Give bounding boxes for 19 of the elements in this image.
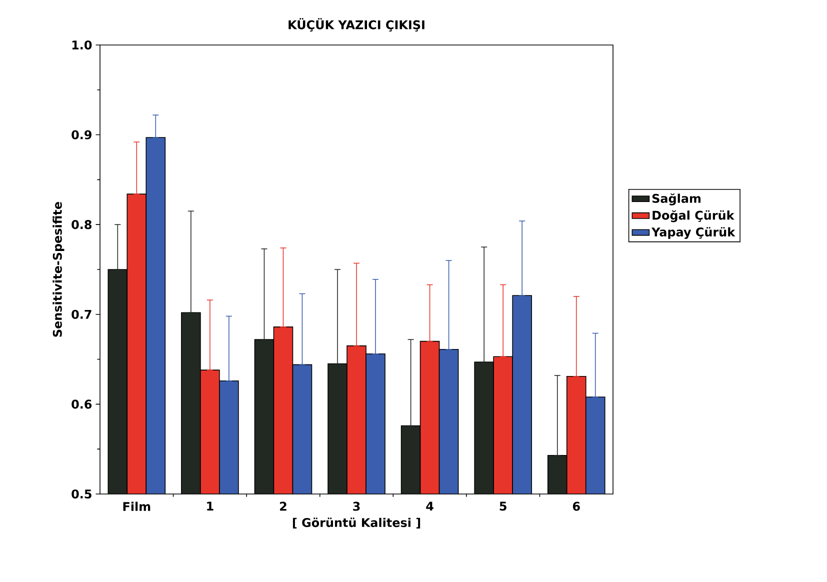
legend-label: Sağlam (652, 193, 700, 206)
y-axis-title: Sensitivite-Spesifite (52, 202, 64, 337)
y-tick-label: 0.9 (72, 130, 92, 140)
x-tick-label: Film (123, 502, 150, 511)
y-tick-label: 0.5 (72, 489, 92, 499)
x-tick-label: 2 (280, 502, 286, 511)
legend-label: Doğal Çürük (652, 210, 734, 222)
x-tick-label: 4 (426, 502, 434, 510)
x-tick-label: 3 (353, 502, 360, 511)
x-axis-title: [ Görüntü Kalitesi ] (292, 518, 420, 529)
y-tick-label: 0.6 (72, 400, 92, 409)
legend-label: Yapay Çürük (651, 227, 736, 239)
y-tick-label: 0.8 (72, 220, 92, 230)
x-tick-label: 6 (572, 502, 580, 511)
chart-title: KÜÇÜK YAZICI ÇIKIŞI (288, 18, 424, 32)
x-tick-label: 1 (207, 502, 214, 510)
x-tick-label: 5 (500, 502, 506, 511)
y-tick-label: 1.0 (72, 40, 92, 50)
y-tick-label: 0.7 (72, 310, 92, 319)
